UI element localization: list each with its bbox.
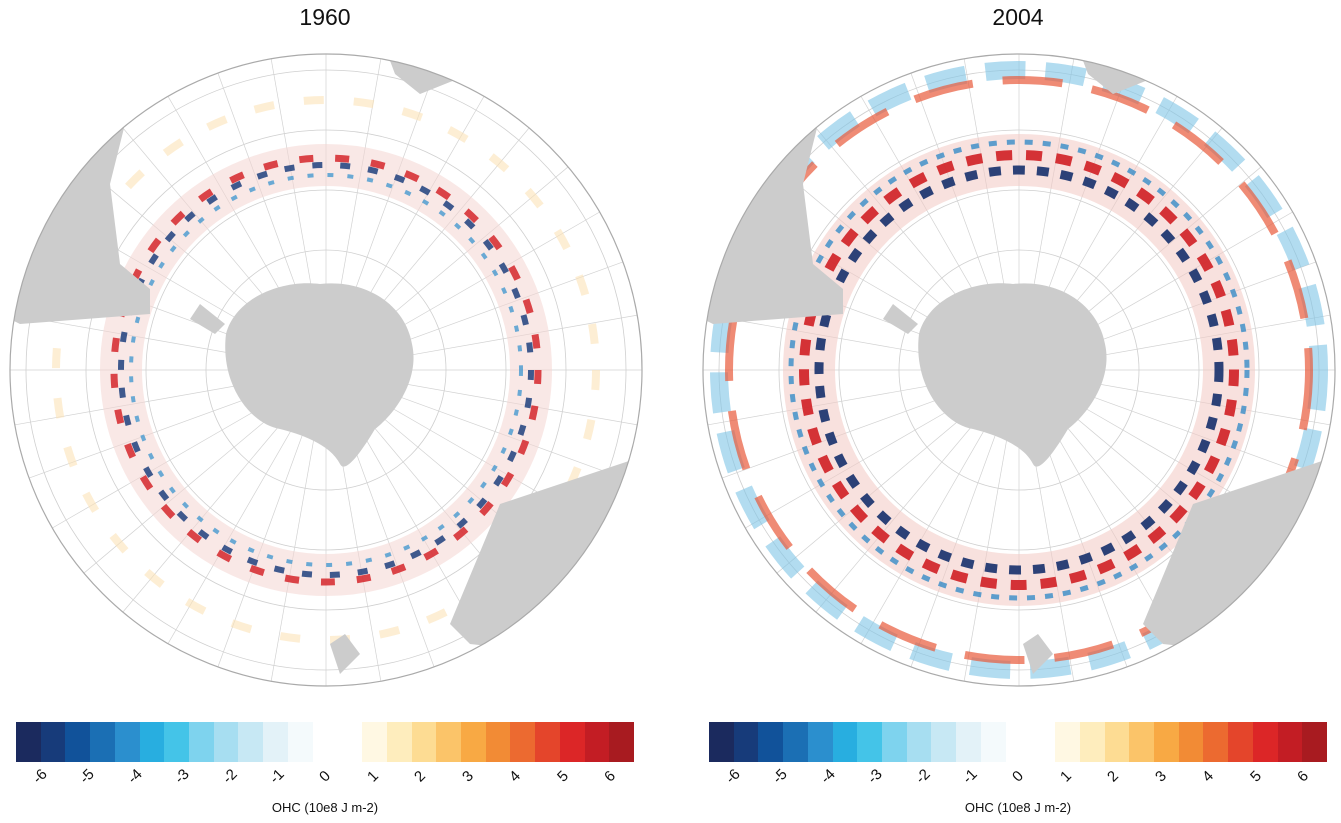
colorbar-swatch	[164, 722, 190, 762]
colorbar-tick-label: -6	[722, 765, 744, 788]
colorbar-swatch	[238, 722, 264, 762]
colorbar-swatch	[40, 722, 66, 762]
panel-title: 1960	[299, 4, 351, 30]
colorbar-ticks: -6 -5 -4 -3 -2 -1 0 1 2 3 4 5 6	[16, 765, 636, 788]
colorbar-swatch	[807, 722, 833, 762]
colorbar-swatch	[1104, 722, 1130, 762]
colorbar-swatch	[189, 722, 214, 762]
panel-2004: 2004	[693, 0, 1341, 823]
colorbar-swatch	[1178, 722, 1204, 762]
colorbar-tick-label: -3	[864, 765, 887, 788]
colorbar-swatch	[1203, 722, 1229, 762]
colorbar-swatch	[1055, 722, 1080, 762]
colorbar-swatch	[362, 722, 387, 762]
colorbar-swatch	[460, 722, 486, 762]
polar-map	[702, 53, 1336, 687]
colorbar-swatch	[980, 722, 1006, 762]
colorbar-swatch	[1302, 722, 1327, 762]
colorbar-tick-label: 5	[1246, 767, 1265, 786]
colorbar	[16, 722, 634, 762]
colorbar-swatch	[386, 722, 412, 762]
colorbar-swatch	[510, 722, 536, 762]
colorbar-swatch	[436, 722, 461, 762]
colorbar-swatch	[584, 722, 610, 762]
panel-1960: 1960	[0, 0, 650, 823]
colorbar-tick-label: 4	[1199, 767, 1218, 786]
colorbar-tick-label: -3	[171, 765, 194, 788]
colorbar	[709, 722, 1327, 762]
colorbar-tick-label: -4	[124, 765, 146, 788]
colorbar-swatch	[287, 722, 313, 762]
colorbar-swatch	[609, 722, 634, 762]
colorbar-tick-label: 5	[553, 767, 572, 786]
colorbar-swatch	[1153, 722, 1179, 762]
colorbar-swatch	[882, 722, 907, 762]
colorbar-tick-label: 1	[1056, 767, 1075, 786]
colorbar-tick-label: 4	[506, 767, 525, 786]
colorbar-swatch	[263, 722, 288, 762]
colorbar-swatch	[312, 722, 338, 762]
panel-title: 2004	[992, 4, 1044, 30]
colorbar-swatch	[114, 722, 140, 762]
colorbar-swatch	[783, 722, 808, 762]
colorbar-swatch	[213, 722, 239, 762]
colorbar-swatch	[709, 722, 734, 762]
colorbar-swatch	[956, 722, 981, 762]
colorbar-swatch	[485, 722, 511, 762]
colorbar-swatch	[1030, 722, 1056, 762]
colorbar-tick-label: 6	[601, 767, 620, 786]
colorbar-tick-label: -1	[266, 765, 289, 788]
colorbar-swatch	[733, 722, 759, 762]
colorbar-tick-label: -5	[769, 765, 792, 788]
colorbar-label: OHC (10e8 J m-2)	[964, 800, 1072, 815]
colorbar-swatch	[65, 722, 91, 762]
colorbar-ticks: -6 -5 -4 -3 -2 -1 0 1 2 3 4 5 6	[709, 765, 1329, 788]
colorbar-tick-label: -4	[817, 765, 839, 788]
colorbar-tick-label: 6	[1294, 767, 1313, 786]
colorbar-swatch	[16, 722, 41, 762]
colorbar-tick-label: -5	[76, 765, 99, 788]
colorbar-swatch	[832, 722, 858, 762]
colorbar-swatch	[559, 722, 585, 762]
colorbar-swatch	[411, 722, 437, 762]
colorbar-swatch	[1129, 722, 1154, 762]
colorbar-swatch	[758, 722, 784, 762]
colorbar-tick-label: 2	[411, 767, 430, 786]
colorbar-swatch	[1277, 722, 1303, 762]
colorbar-swatch	[931, 722, 957, 762]
anomaly-ring	[52, 96, 600, 644]
colorbar-tick-label: 2	[1104, 767, 1123, 786]
polar-map	[9, 53, 643, 687]
colorbar-swatch	[1079, 722, 1105, 762]
colorbar-swatch	[906, 722, 932, 762]
colorbar-swatch	[535, 722, 560, 762]
colorbar-swatch	[857, 722, 883, 762]
colorbar-tick-label: -2	[912, 765, 934, 788]
colorbar-tick-label: -6	[29, 765, 51, 788]
colorbar-tick-label: 3	[1151, 767, 1170, 786]
colorbar-label: OHC (10e8 J m-2)	[271, 800, 379, 815]
colorbar-tick-label: -2	[219, 765, 241, 788]
colorbar-swatch	[1252, 722, 1278, 762]
colorbar-swatch	[1228, 722, 1253, 762]
anomaly-ring	[710, 61, 1328, 679]
colorbar-tick-label: -1	[959, 765, 982, 788]
colorbar-tick-label: 3	[458, 767, 477, 786]
colorbar-tick-label: 0	[316, 767, 334, 786]
colorbar-swatch	[1005, 722, 1031, 762]
colorbar-swatch	[139, 722, 165, 762]
colorbar-swatch	[337, 722, 363, 762]
colorbar-tick-label: 1	[363, 767, 382, 786]
colorbar-tick-label: 0	[1009, 767, 1027, 786]
colorbar-swatch	[90, 722, 115, 762]
